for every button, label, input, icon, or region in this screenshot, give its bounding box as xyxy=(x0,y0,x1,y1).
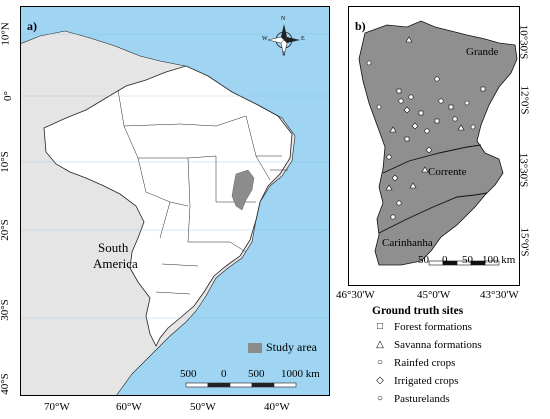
site-forest xyxy=(480,86,486,92)
panel-a-frame xyxy=(20,6,330,396)
continent-label-line2: America xyxy=(93,256,138,271)
scale-b-label-2: 50 xyxy=(462,254,473,266)
site-forest xyxy=(434,118,440,124)
brazil xyxy=(43,65,293,347)
panel-b-map xyxy=(348,6,520,286)
legend-item-savanna: △ Savanna formations xyxy=(374,337,542,352)
scale-bar-b xyxy=(428,260,500,266)
site-forest xyxy=(418,110,424,116)
study-area-legend: Study area xyxy=(248,340,317,355)
lat-tick-a-5: 40°S xyxy=(0,373,11,395)
legend-item-irrigated: ◇ Irrigated crops xyxy=(374,373,542,388)
site-rainfed xyxy=(396,200,402,206)
compass-icon xyxy=(267,24,300,57)
legend-label-forest: Forest formations xyxy=(394,320,472,333)
triangle-icon: △ xyxy=(376,339,384,350)
compass-s: S xyxy=(282,51,286,57)
site-pasture xyxy=(366,60,372,66)
lat-tick-a-1: 0° xyxy=(1,91,14,101)
lat-tick-a-3: 20°S xyxy=(0,219,11,241)
site-savanna xyxy=(421,166,429,173)
scale-b-label-1: 0 xyxy=(442,254,448,266)
panel-a-map xyxy=(19,6,330,397)
legend-item-rainfed: ○ Rainfed crops xyxy=(374,355,542,370)
compass-n: N xyxy=(281,16,286,22)
basin-label-carinhanha: Carinhanha xyxy=(382,237,433,249)
legend-label-pasture: Pasturelands xyxy=(394,392,450,405)
legend-item-forest: □ Forest formations xyxy=(374,319,542,334)
continent-label-line1: South xyxy=(98,240,129,255)
lon-tick-b-0: 46°30'W xyxy=(336,289,375,301)
legend-label-savanna: Savanna formations xyxy=(394,338,482,351)
panel-a-label: a) xyxy=(27,19,37,33)
compass-e: E xyxy=(301,36,305,42)
site-savanna xyxy=(405,36,413,43)
site-rainfed xyxy=(452,116,458,122)
lat-tick-b-2: 13°30'S xyxy=(517,152,530,188)
scale-bar-label-3: 1000 km xyxy=(281,368,320,380)
grande-corrente-boundary xyxy=(382,144,482,174)
site-forest xyxy=(448,104,454,110)
study-area-legend-label: Study area xyxy=(266,340,317,354)
diamond-icon: ◇ xyxy=(376,375,384,386)
site-pasture xyxy=(376,104,382,110)
site-irrigated xyxy=(403,106,411,114)
scale-b-label-3: 100 km xyxy=(482,254,516,266)
scale-bar-label-2: 500 xyxy=(248,368,265,380)
lat-tick-b-1: 12°0'S xyxy=(518,85,531,115)
site-irrigated xyxy=(391,174,399,182)
site-rainfed xyxy=(438,98,444,104)
site-rainfed xyxy=(424,128,430,134)
circle-icon: ○ xyxy=(376,357,384,368)
lon-tick-b-1: 45°0'W xyxy=(417,289,451,301)
site-savanna xyxy=(457,124,465,131)
scale-bar-label-0: 500 xyxy=(180,368,197,380)
lon-tick-a-3: 40°W xyxy=(264,401,290,413)
legend-label-rainfed: Rainfed crops xyxy=(394,356,456,369)
panel-b-label: b) xyxy=(355,19,366,33)
basin-label-corrente: Corrente xyxy=(428,166,467,178)
legend-item-pasture: ○ Pasturelands xyxy=(374,391,542,406)
basin-label-grande: Grande xyxy=(466,46,499,58)
site-forest xyxy=(404,136,410,142)
circle-icon: ○ xyxy=(376,393,384,404)
lon-tick-a-0: 70°W xyxy=(44,401,70,413)
lat-tick-a-2: 10°S xyxy=(0,151,11,173)
lat-tick-b-0: 10°30'S xyxy=(517,24,530,60)
compass-w: W xyxy=(262,36,268,42)
lat-tick-a-0: 10°N xyxy=(0,22,12,46)
site-savanna xyxy=(389,126,397,133)
site-rainfed xyxy=(386,154,392,160)
legend-label-irrigated: Irrigated crops xyxy=(394,374,459,387)
site-pasture xyxy=(470,124,476,130)
site-savanna xyxy=(409,182,417,189)
panel-a-svg xyxy=(19,6,330,397)
site-irrigated xyxy=(425,146,433,154)
square-icon: □ xyxy=(376,321,384,332)
study-area xyxy=(231,169,255,211)
site-rainfed xyxy=(390,214,396,220)
corrente-carinhanha-boundary xyxy=(378,192,488,234)
lon-tick-a-1: 60°W xyxy=(116,401,142,413)
site-forest xyxy=(396,88,402,94)
lon-tick-a-2: 50°W xyxy=(190,401,216,413)
scale-bar-label-1: 0 xyxy=(221,368,227,380)
site-pasture xyxy=(464,100,470,106)
lon-tick-b-2: 43°30'W xyxy=(480,289,519,301)
legend-title: Ground truth sites xyxy=(372,305,464,317)
site-rainfed xyxy=(398,98,404,104)
scale-bar xyxy=(185,382,297,388)
lat-tick-a-4: 30°S xyxy=(0,299,11,321)
site-irrigated xyxy=(411,122,419,130)
site-rainfed xyxy=(434,76,440,82)
scale-b-label-0: 50 xyxy=(418,254,429,266)
study-area-swatch xyxy=(248,342,262,353)
lat-tick-b-3: 15°0'S xyxy=(518,227,531,257)
ground-truth-sites xyxy=(366,36,486,220)
site-savanna xyxy=(385,184,393,191)
legend: Ground truth sites □ Forest formations △… xyxy=(372,305,542,406)
site-rainfed xyxy=(408,94,414,100)
panel-b-svg xyxy=(358,20,518,266)
